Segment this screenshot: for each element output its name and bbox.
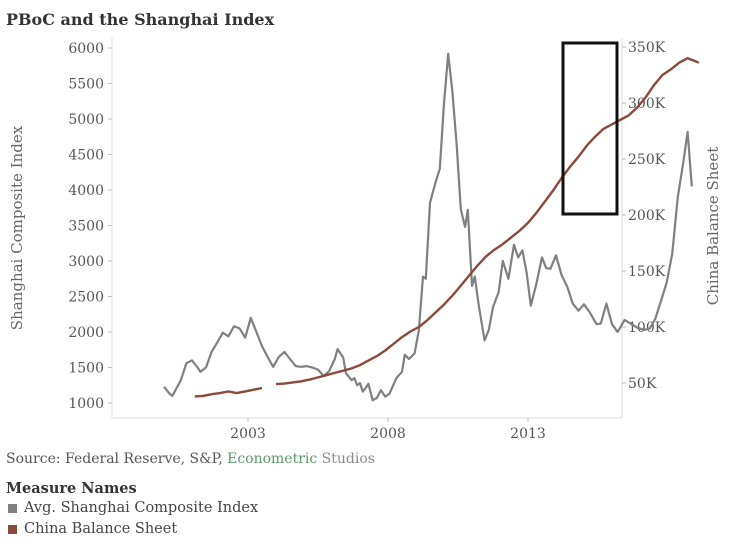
x-tick-label-2003: 2003	[230, 426, 266, 442]
y-tick-label-3000: 3000	[68, 254, 104, 270]
legend-item-shanghai[interactable]: Avg. Shanghai Composite Index	[8, 500, 258, 516]
y-tick-label-1000: 1000	[68, 396, 104, 412]
y-tick-label-1500: 1500	[68, 361, 104, 377]
series-line-shanghai	[163, 52, 693, 402]
y2-axis-title: China Balance Sheet	[704, 147, 722, 305]
y-tick-label-5500: 5500	[68, 77, 104, 93]
legend-item-balance-sheet[interactable]: China Balance Sheet	[8, 521, 177, 537]
chart-title: PBoC and the Shanghai Index	[6, 10, 275, 29]
series-line-balance-sheet-1	[275, 57, 700, 386]
y2-tick-label-150000: 150K	[628, 264, 666, 280]
highlight-box	[561, 41, 619, 216]
y-tick-label-4500: 4500	[68, 148, 104, 164]
source-brand-studios[interactable]: Studios	[317, 451, 375, 467]
y-tick-label-5000: 5000	[68, 112, 104, 128]
chart-svg: 1000 1500 2000 2500 3000 3500 4000 4500 5000 5500…	[8, 38, 722, 442]
legend-title: Measure Names	[6, 480, 137, 497]
y-axis-title: Shanghai Composite Index	[8, 125, 26, 330]
y-tick-label-2000: 2000	[68, 325, 104, 341]
source-note: Source: Federal Reserve, S&P, Econometri…	[6, 451, 375, 467]
y2-tick-label-250000: 250K	[628, 152, 666, 168]
legend-label-shanghai: Avg. Shanghai Composite Index	[24, 500, 259, 516]
source-prefix: Source: Federal Reserve, S&P,	[6, 451, 228, 467]
series-line-balance-sheet-0	[194, 386, 263, 398]
y-tick-label-6000: 6000	[68, 41, 104, 57]
y-tick-label-2500: 2500	[68, 290, 104, 306]
legend-label-balance-sheet: China Balance Sheet	[24, 521, 178, 537]
y2-tick-label-100000: 100K	[628, 320, 666, 336]
y2-tick-label-200000: 200K	[628, 208, 666, 224]
y-tick-label-4000: 4000	[68, 183, 104, 199]
x-tick-label-2013: 2013	[510, 426, 546, 442]
y2-tick-label-50000: 50K	[628, 376, 657, 392]
source-brand-econometric[interactable]: Econometric	[227, 451, 318, 467]
legend-swatch-shanghai	[8, 503, 17, 513]
y2-tick-label-350000: 350K	[628, 40, 666, 56]
y-tick-label-3500: 3500	[68, 219, 104, 235]
x-tick-label-2008: 2008	[370, 426, 406, 442]
legend-swatch-balance-sheet	[8, 524, 17, 534]
